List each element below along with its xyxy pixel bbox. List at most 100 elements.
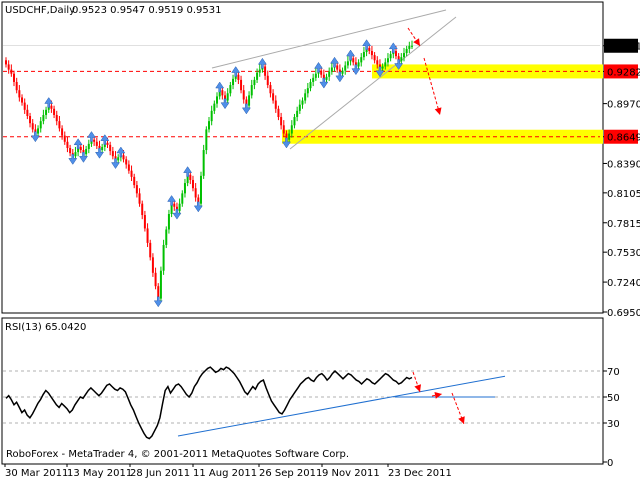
candle-body-87 [237,74,240,80]
candle-body-78 [213,103,216,111]
candle-body-109 [296,110,299,118]
candle-body-125 [338,69,341,74]
candle-body-80 [218,90,221,97]
candle-body-135 [365,47,368,53]
candle-body-139 [376,60,379,65]
fractal-arrow-30 [394,59,404,70]
candle-body-5 [18,90,21,98]
candle-body-67 [183,183,186,194]
candle-body-128 [346,61,349,66]
candle-body-108 [293,117,296,126]
candle-body-22 [63,135,66,142]
candle-body-2 [10,69,13,74]
candle-body-150 [405,48,408,54]
candle-body-71 [194,188,197,198]
candle-body-104 [282,125,285,134]
candle-body-118 [320,70,323,75]
ticks-layer: 0.9531 0.9282 0.8970 0.8649 0.8390 0.8105 0.78… [4,38,640,479]
y-tick-box-3 [604,129,638,144]
main-panel-frame [1,1,604,314]
fractal-arrow-17 [231,66,241,77]
candle-body-76 [208,121,210,130]
candle-body-54 [149,242,152,258]
candle-body-147 [397,56,400,62]
candle-body-94 [256,72,259,80]
rsi-panel-frame [1,317,604,465]
candle-body-1 [7,64,10,70]
candle-body-74 [202,150,205,176]
fractal-arrow-13 [183,166,193,177]
x-tick-label-1: 13 May 2011 [67,468,132,479]
candle-body-50 [138,193,141,204]
candle-body-21 [61,128,64,136]
candle-body-111 [301,100,304,105]
candle-body-143 [386,58,389,63]
candle-body-105 [285,133,288,140]
channel-lower-line [289,16,457,150]
candle-body-33 [93,139,96,142]
candle-body-100 [272,93,275,101]
rsi-layer [3,366,600,440]
candle-body-106 [288,133,291,140]
candle-body-70 [191,179,194,189]
candle-body-16 [47,105,50,110]
candle-body-55 [151,257,154,273]
fractals-layer [30,39,404,308]
candle-body-132 [357,62,360,67]
candle-body-7 [23,102,26,110]
candle-body-116 [314,73,317,78]
candle-body-48 [133,176,136,186]
fractal-arrow-19 [257,57,267,69]
candle-body-97 [264,66,267,76]
candle-body-149 [402,53,405,58]
candle-body-24 [69,147,72,154]
candle-body-85 [232,78,235,86]
candle-body-141 [381,66,384,69]
fractal-arrow-14 [193,201,203,213]
fractal-arrow-26 [351,64,361,76]
candle-body-10 [31,123,34,130]
forecast-head-4 [458,416,465,424]
fractal-arrow-12 [172,208,182,220]
candle-body-148 [400,57,403,62]
candle-body-57 [157,286,160,299]
y-tick-label-4: 0.8390 [607,159,640,170]
forecast-path-0 [407,27,421,47]
fractal-arrow-22 [319,77,329,89]
candle-body-36 [101,146,104,151]
channel-upper-line [211,9,447,69]
y-tick-box-1 [604,64,638,79]
y-tick-box-0 [604,38,638,53]
candle-body-15 [45,109,48,115]
candle-body-8 [26,109,29,116]
y-tick-label-6: 0.7815 [607,219,640,230]
candle-body-38 [106,142,109,145]
candle-body-39 [109,144,112,152]
rsi-tick-label-1: 50 [607,393,620,404]
candle-body-77 [210,110,213,122]
y-tick-label-2: 0.8970 [607,100,640,111]
candle-body-64 [175,206,178,211]
candle-body-146 [394,51,397,57]
fractal-arrow-5 [87,131,96,142]
candle-body-13 [39,121,42,129]
candle-body-103 [280,117,283,126]
fractal-arrow-10 [153,296,163,308]
fractal-arrow-11 [167,195,177,206]
candle-body-28 [79,146,82,151]
candle-body-82 [224,95,227,101]
candle-body-81 [221,90,224,96]
candle-body-29 [82,150,85,155]
candle-body-0 [5,60,7,65]
candle-body-51 [141,203,144,216]
rsi-line [5,366,413,440]
candle-body-133 [360,57,363,63]
rsi-tick-label-3: 0 [607,458,613,469]
candle-body-107 [290,125,293,134]
candle-body-6 [21,97,24,103]
x-tick-label-3: 11 Aug 2011 [193,468,257,479]
x-tick-label-0: 30 Mar 2011 [5,468,68,479]
x-tick-label-5: 9 Nov 2011 [322,468,380,479]
candle-body-90 [245,99,248,106]
